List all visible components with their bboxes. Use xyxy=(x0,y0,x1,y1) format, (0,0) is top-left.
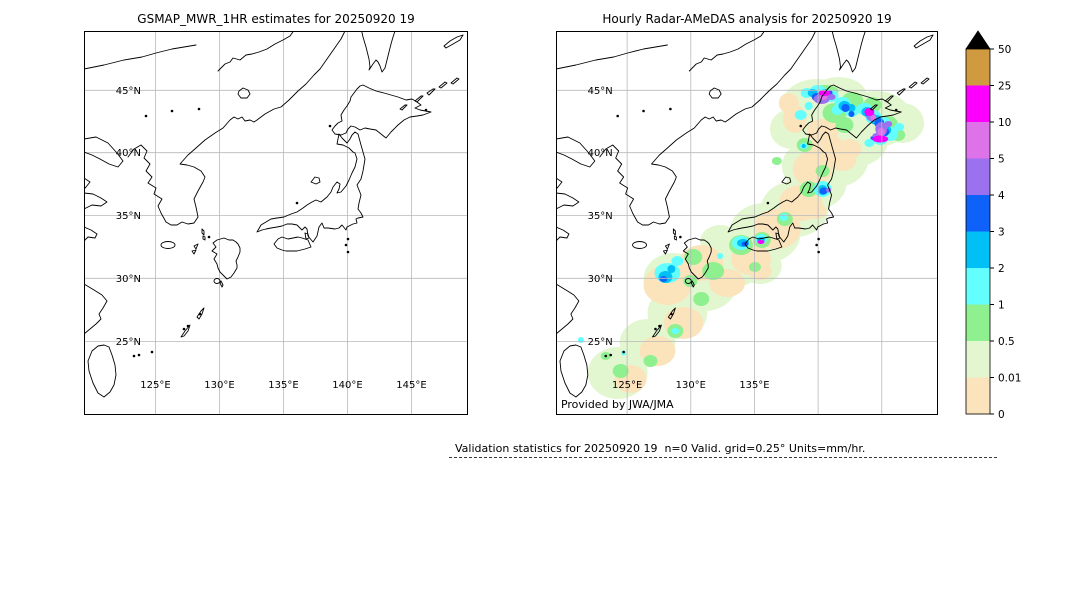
colorbar-tick-label: 3 xyxy=(998,226,1005,238)
coastlines xyxy=(556,31,934,398)
precip-blob xyxy=(804,102,813,110)
colorbar-segment xyxy=(966,341,990,378)
precip-blob xyxy=(667,265,676,273)
svg-text:125°E: 125°E xyxy=(140,380,170,391)
colorbar-tick-label: 5 xyxy=(998,153,1005,165)
svg-text:45°N: 45°N xyxy=(588,86,613,97)
precip-blob xyxy=(771,157,782,165)
svg-text:140°E: 140°E xyxy=(332,380,362,391)
precip-blob xyxy=(778,93,799,113)
colorbar-tick-label: 50 xyxy=(998,44,1011,56)
colorbar-segment xyxy=(966,122,990,159)
colorbar-segment xyxy=(966,49,990,86)
precip-blob xyxy=(801,144,806,148)
gridlines xyxy=(556,31,938,415)
credit-text: Provided by JWA/JMA xyxy=(561,398,674,411)
radar-amedas-map-panel: 125°E 130°E 135°E 45°N 40°N 35°N 30°N 25°N Provi… xyxy=(556,31,938,415)
colorbar-segment xyxy=(966,304,990,342)
colorbar-segment xyxy=(966,268,990,305)
precip-blob xyxy=(884,121,893,127)
precip-blob xyxy=(643,355,658,367)
colorbar-tick-label: 0.01 xyxy=(998,372,1021,384)
precip-blob xyxy=(659,276,668,282)
svg-text:130°E: 130°E xyxy=(204,380,234,391)
colorbar-segment xyxy=(966,158,990,196)
colorbar-tick-label: 0 xyxy=(998,409,1005,421)
precip-blob xyxy=(841,104,850,112)
precip-blob xyxy=(864,139,875,147)
dashed-underline xyxy=(449,457,997,458)
colorbar-segment xyxy=(966,85,990,123)
gridlines xyxy=(84,31,468,415)
svg-text:135°E: 135°E xyxy=(268,380,298,391)
svg-text:45°N: 45°N xyxy=(116,86,141,97)
colorbar-segment xyxy=(966,195,990,232)
svg-text:130°E: 130°E xyxy=(676,380,706,391)
precip-blob xyxy=(872,135,889,143)
axis-tick-labels: 125°E 130°E 135°E 45°N 40°N 35°N 30°N 25°N xyxy=(588,86,770,391)
precip-blob xyxy=(684,249,703,265)
coastlines xyxy=(84,31,464,398)
precip-blob xyxy=(693,292,710,306)
precip-blob xyxy=(702,262,725,280)
colorbar-tick-label: 10 xyxy=(998,117,1011,129)
precip-field xyxy=(577,77,925,399)
right-panel-title: Hourly Radar-AMeDAS analysis for 2025092… xyxy=(602,12,892,26)
radar-map-svg: 125°E 130°E 135°E 45°N 40°N 35°N 30°N 25°N Provi… xyxy=(556,31,938,415)
precip-blob xyxy=(870,115,877,121)
precip-blob xyxy=(837,139,862,159)
colorbar-segment xyxy=(966,231,990,269)
precip-blob xyxy=(577,337,584,343)
colorbar-tick-label: 25 xyxy=(998,80,1011,92)
svg-text:30°N: 30°N xyxy=(588,274,613,285)
precip-blob xyxy=(748,262,761,272)
precip-blob xyxy=(717,253,724,259)
precip-blob xyxy=(794,110,807,120)
precip-blob xyxy=(877,128,886,136)
svg-text:135°E: 135°E xyxy=(739,380,769,391)
colorbar-svg: 50 25 10 5 4 3 2 1 0.5 0.01 0 xyxy=(965,30,1021,421)
colorbar-segment xyxy=(966,377,990,415)
precip-blob xyxy=(848,111,855,117)
map-border xyxy=(84,31,468,415)
precip-blob xyxy=(757,240,765,244)
precip-blob xyxy=(819,187,828,195)
svg-text:40°N: 40°N xyxy=(588,148,613,159)
precip-blob xyxy=(612,364,629,378)
gsmap-map-svg: 125°E 130°E 135°E 140°E 145°E 45°N 40°N 35°N 30°… xyxy=(84,31,468,415)
precip-blob xyxy=(779,213,788,221)
colorbar-over-arrow xyxy=(965,30,991,50)
precip-blob xyxy=(799,181,818,197)
svg-text:25°N: 25°N xyxy=(588,337,613,348)
axis-tick-labels: 125°E 130°E 135°E 140°E 145°E 45°N 40°N 35°N 30°… xyxy=(116,86,427,391)
validation-text: Validation statistics for 20250920 19 n=… xyxy=(455,442,866,455)
svg-text:35°N: 35°N xyxy=(116,211,141,222)
svg-text:145°E: 145°E xyxy=(396,380,426,391)
colorbar-tick-label: 2 xyxy=(998,263,1005,275)
svg-text:35°N: 35°N xyxy=(588,211,613,222)
precip-blob xyxy=(827,94,836,100)
precip-blob xyxy=(806,119,839,143)
precip-blob xyxy=(806,203,827,219)
left-panel-title: GSMAP_MWR_1HR estimates for 20250920 19 xyxy=(137,12,415,26)
precip-blob xyxy=(671,256,684,266)
svg-text:25°N: 25°N xyxy=(116,337,141,348)
svg-text:40°N: 40°N xyxy=(116,148,141,159)
precip-blob xyxy=(815,165,830,177)
gsmap-map-panel: 125°E 130°E 135°E 140°E 145°E 45°N 40°N 35°N 30°… xyxy=(84,31,468,415)
precip-blob xyxy=(847,104,856,112)
precip-blob xyxy=(671,328,680,334)
map-border xyxy=(556,31,938,415)
svg-text:125°E: 125°E xyxy=(612,380,642,391)
precip-blob xyxy=(894,123,905,131)
colorbar: 50 25 10 5 4 3 2 1 0.5 0.01 0 xyxy=(960,28,1080,424)
colorbar-tick-label: 4 xyxy=(998,190,1005,202)
colorbar-tick-label: 0.5 xyxy=(998,336,1015,348)
colorbar-tick-label: 1 xyxy=(998,299,1005,311)
precip-blob xyxy=(835,117,854,133)
svg-text:30°N: 30°N xyxy=(116,274,141,285)
